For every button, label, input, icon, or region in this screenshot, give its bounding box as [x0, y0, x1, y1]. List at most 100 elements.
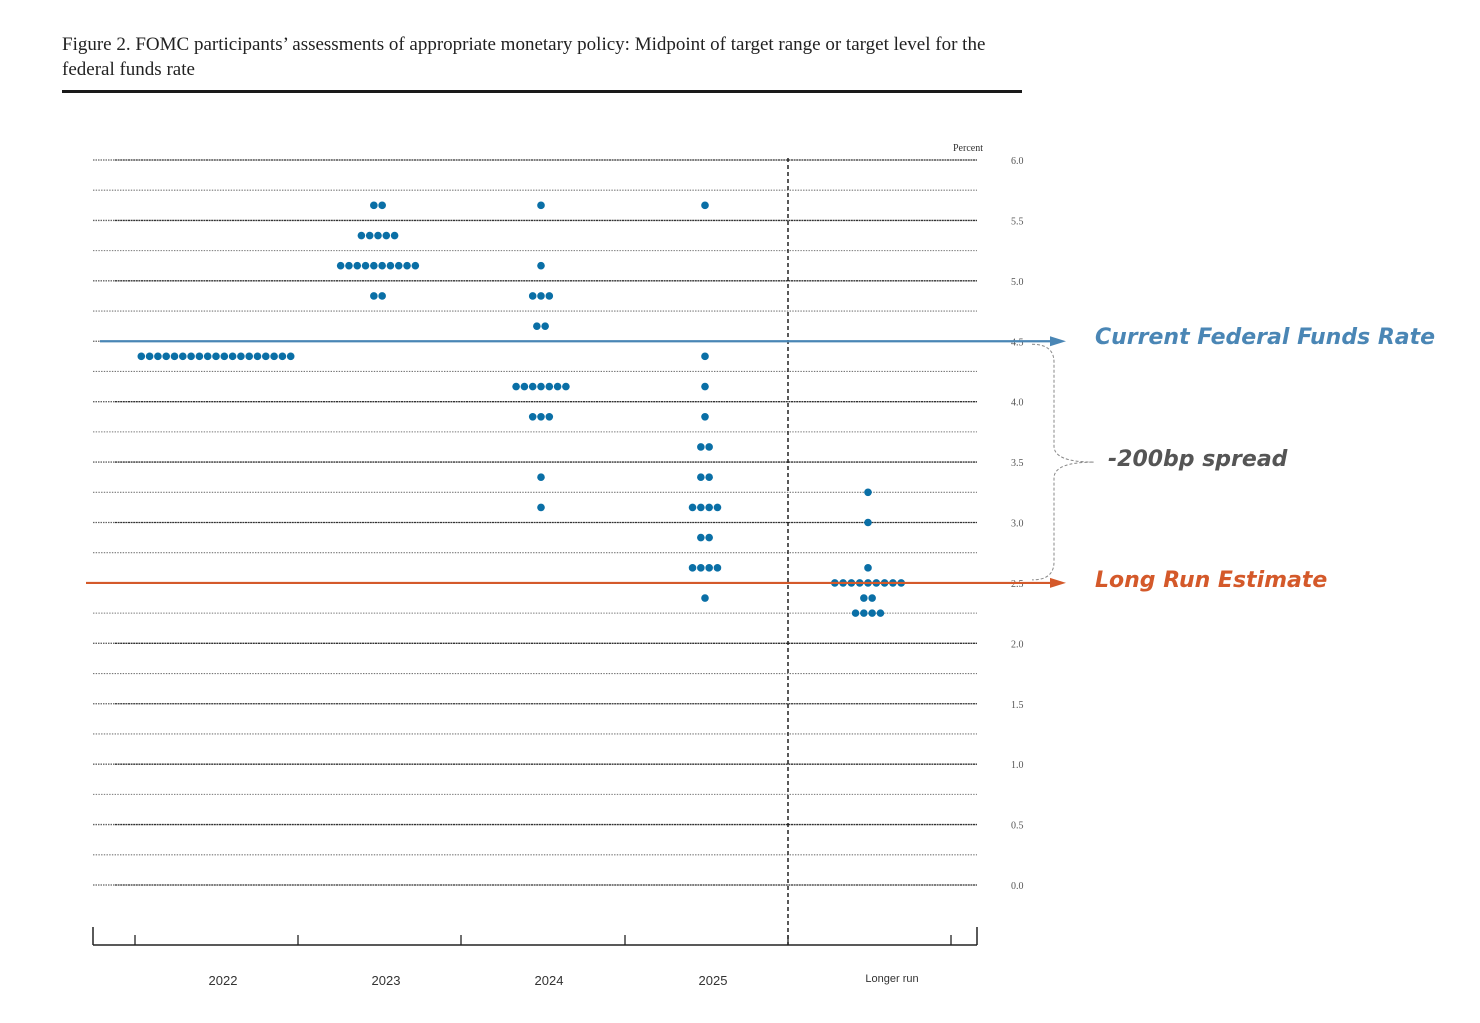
dot [370, 201, 378, 210]
x-tick-label: Longer run [865, 973, 918, 985]
dot [162, 352, 170, 361]
dot [512, 382, 520, 391]
x-tick-label: 2023 [372, 973, 401, 988]
annotation-current-rate: Current Federal Funds Rate [1095, 325, 1436, 350]
dot [541, 322, 549, 330]
dot [394, 261, 403, 270]
dot [237, 352, 245, 361]
dot [864, 564, 872, 572]
dot [851, 609, 860, 617]
y-tick-label: 4.0 [1011, 398, 1024, 409]
figure-header: Figure 2. FOMC participants’ assessments… [62, 32, 1022, 93]
dot [374, 231, 382, 240]
dot [411, 261, 420, 270]
annotation-lines [86, 336, 1095, 588]
x-tick-label: 2022 [209, 973, 238, 988]
dot [220, 352, 229, 361]
dots [137, 201, 905, 617]
dot [228, 352, 237, 361]
x-tick-label: 2025 [699, 973, 728, 988]
dot [713, 503, 722, 512]
dot [701, 382, 709, 391]
dot [378, 201, 386, 210]
dot [170, 352, 179, 361]
dot [187, 352, 195, 361]
dot [864, 488, 872, 497]
dot [253, 352, 262, 361]
gridlines [93, 159, 977, 886]
y-tick-label: 6.0 [1011, 156, 1024, 167]
dot [528, 382, 537, 391]
dot [697, 443, 705, 451]
dot [697, 503, 705, 512]
dot [245, 352, 253, 361]
annotation-spread: -200bp spread [1108, 447, 1288, 472]
dot [537, 201, 545, 210]
y-tick-label: 1.0 [1011, 760, 1024, 771]
y-tick-label: 0.5 [1011, 821, 1024, 832]
dot [378, 292, 386, 300]
dot [701, 412, 709, 421]
dot [860, 594, 868, 602]
y-tick-label: 3.5 [1011, 458, 1024, 469]
dot [386, 261, 395, 270]
figure-title: Figure 2. FOMC participants’ assessments… [62, 32, 1022, 93]
dot [370, 261, 378, 270]
dot [145, 352, 154, 361]
dot [860, 609, 868, 617]
dot [390, 231, 399, 240]
dot [365, 231, 374, 240]
dot [701, 594, 709, 602]
dot [864, 518, 872, 527]
dot [154, 352, 162, 361]
long-run-arrowhead [1050, 577, 1066, 588]
dot [378, 261, 386, 270]
y-tick-label: 1.5 [1011, 700, 1024, 711]
dot [537, 292, 545, 300]
dot [537, 261, 545, 270]
dot [868, 609, 876, 617]
dot [179, 352, 187, 361]
current-rate-arrowhead [1050, 336, 1066, 347]
dot [713, 564, 722, 572]
y-tick-label: 3.0 [1011, 519, 1024, 530]
dot [545, 292, 554, 300]
dot [688, 564, 697, 572]
dot [697, 564, 705, 572]
dot [537, 473, 545, 481]
dot [361, 261, 370, 270]
y-tick-label: 4.5 [1011, 337, 1024, 348]
y-axis-label: Percent [953, 143, 983, 154]
dot [697, 473, 705, 481]
dot [705, 503, 713, 512]
dot [137, 352, 146, 361]
dot [701, 201, 709, 210]
dot [403, 261, 411, 270]
dot [705, 564, 713, 572]
dot [545, 412, 554, 421]
dot [382, 231, 391, 240]
dot [203, 352, 212, 361]
dot [345, 261, 353, 270]
dot [270, 352, 278, 361]
dot [262, 352, 270, 361]
annotation-long-run: Long Run Estimate [1095, 568, 1328, 593]
dot [278, 352, 287, 361]
dot [353, 261, 362, 270]
y-tick-label: 2.5 [1011, 579, 1024, 590]
y-tick-label: 2.0 [1011, 639, 1024, 650]
dot [545, 382, 554, 391]
dot [562, 382, 570, 391]
dot [553, 382, 562, 391]
x-tick-labels: 2022 2023 2024 2025 Longer run [209, 973, 919, 988]
dot [286, 352, 295, 361]
x-tick-label: 2024 [535, 973, 564, 988]
dot [533, 322, 541, 330]
y-tick-label: 5.5 [1011, 216, 1024, 227]
dot [876, 609, 885, 617]
dot [195, 352, 204, 361]
dot [701, 352, 709, 361]
dot [688, 503, 697, 512]
dot [537, 503, 545, 512]
